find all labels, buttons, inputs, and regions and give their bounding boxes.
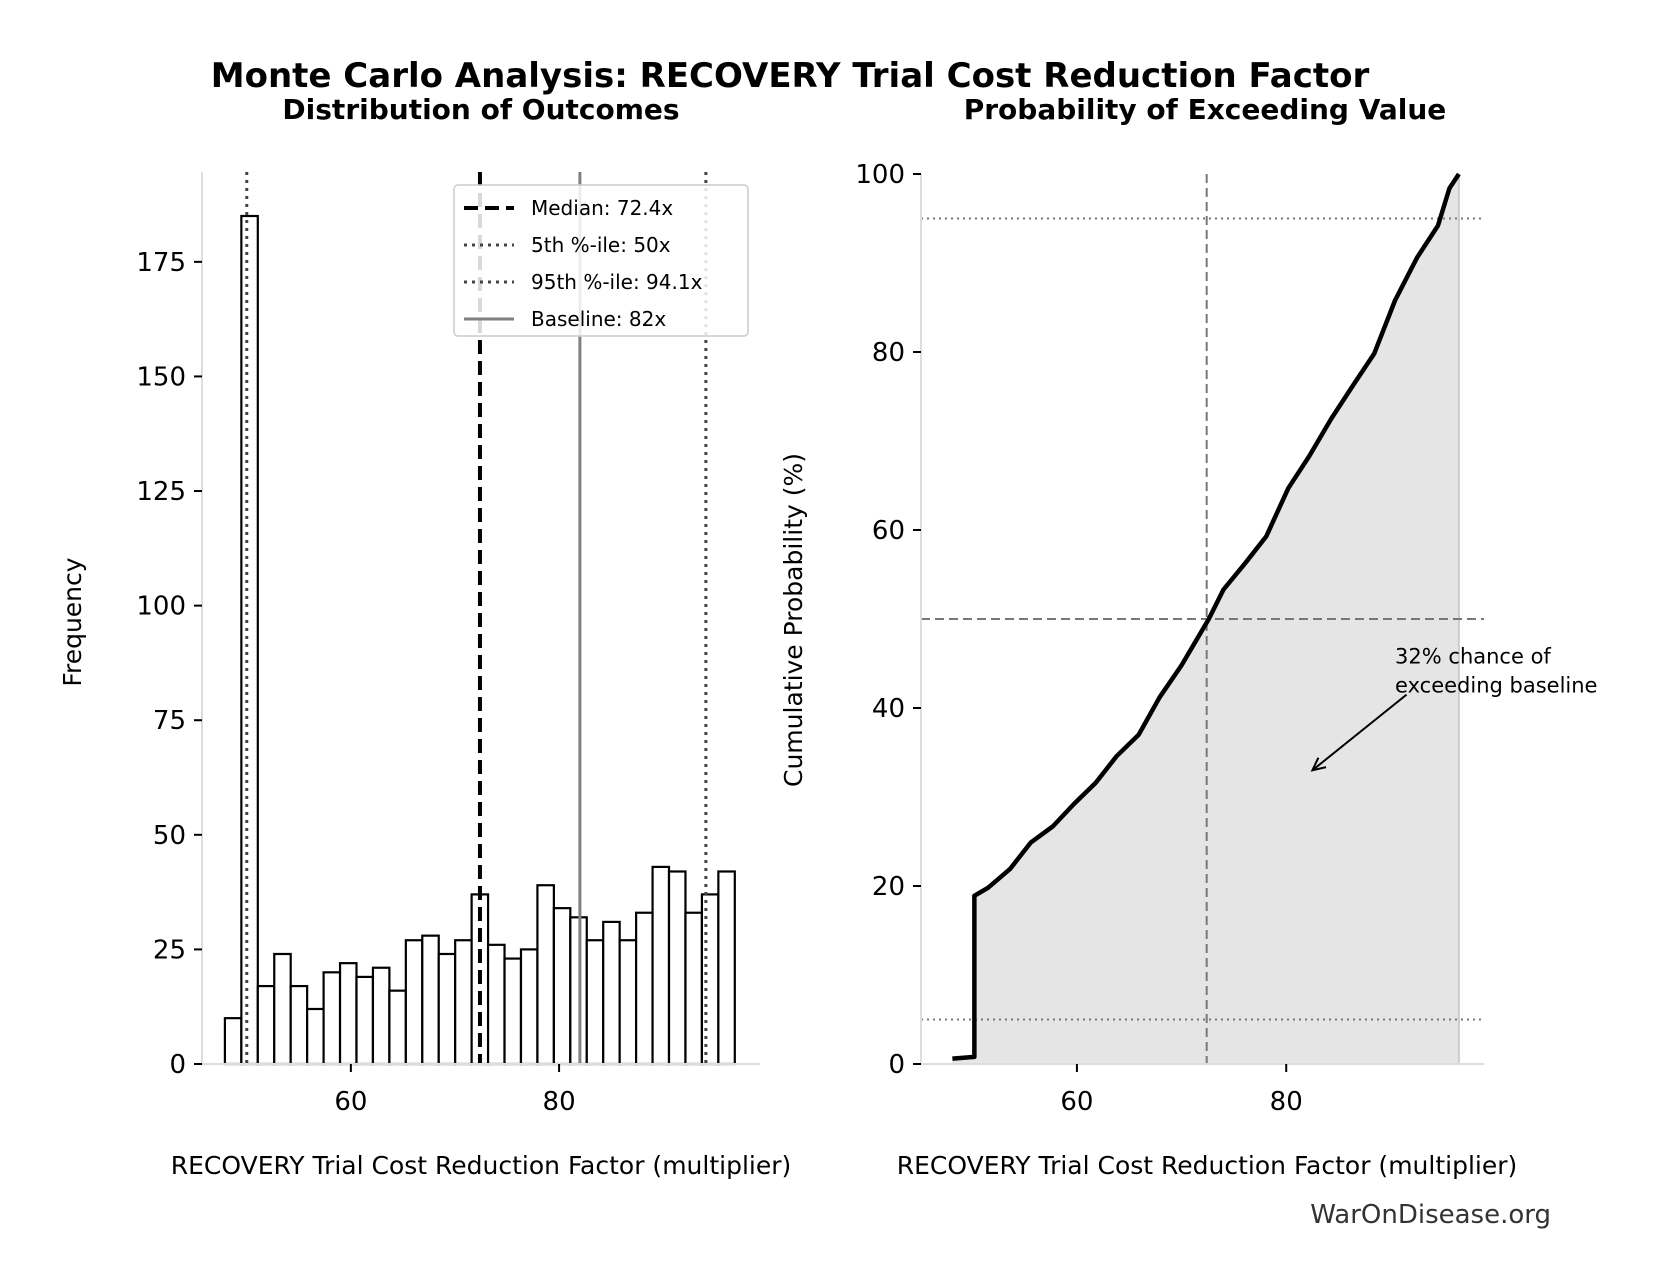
histogram-bar bbox=[273, 952, 292, 1066]
histogram-bar bbox=[223, 1017, 243, 1066]
histogram-bar bbox=[667, 870, 687, 1066]
histogram-bar bbox=[684, 911, 704, 1066]
legend-label: Baseline: 82x bbox=[531, 307, 666, 331]
y-tick-label: 175 bbox=[136, 248, 186, 278]
cdf-fill-area bbox=[952, 174, 1459, 1064]
legend-label: 95th %-ile: 94.1x bbox=[531, 270, 703, 294]
histogram-bar bbox=[454, 939, 473, 1066]
left-y-axis-label: Frequency bbox=[58, 557, 87, 686]
y-tick-label: 20 bbox=[872, 872, 905, 902]
y-tick-label: 80 bbox=[872, 338, 905, 368]
right-x-axis-label: RECOVERY Trial Cost Reduction Factor (mu… bbox=[897, 1151, 1518, 1180]
annotation-arrow bbox=[1311, 693, 1408, 772]
histogram-bar bbox=[256, 984, 276, 1066]
histogram-bar bbox=[388, 989, 407, 1066]
y-tick-label: 150 bbox=[136, 362, 186, 392]
y-tick-label: 0 bbox=[888, 1050, 905, 1080]
x-tick-label: 60 bbox=[334, 1087, 367, 1117]
x-tick-label: 80 bbox=[543, 1087, 576, 1117]
histogram-bar bbox=[371, 966, 391, 1066]
y-tick-label: 100 bbox=[136, 592, 186, 622]
annotation-text: exceeding baseline bbox=[1395, 674, 1597, 698]
histogram-bar bbox=[437, 952, 457, 1066]
cdf-line bbox=[952, 172, 1461, 1061]
y-tick-label: 50 bbox=[153, 821, 186, 851]
y-tick-label: 60 bbox=[872, 516, 905, 546]
right-subtitle: Probability of Exceeding Value bbox=[964, 93, 1447, 126]
annotation-text: 32% chance of bbox=[1395, 645, 1551, 669]
histogram-bar bbox=[651, 865, 671, 1066]
histogram-panel: 0 25 50 75 100 125 150 175 60 80 Median: 72.4x 5th … bbox=[136, 172, 760, 1117]
histogram-bar bbox=[404, 939, 424, 1066]
histogram-bar bbox=[519, 948, 539, 1066]
legend-label: Median: 72.4x bbox=[531, 196, 673, 220]
figure-title: Monte Carlo Analysis: RECOVERY Trial Cos… bbox=[211, 56, 1370, 96]
y-tick-label: 40 bbox=[872, 694, 905, 724]
y-tick-label: 125 bbox=[136, 477, 186, 507]
y-tick-label: 25 bbox=[153, 935, 186, 965]
histogram-bar bbox=[240, 214, 259, 1066]
y-tick-label: 0 bbox=[169, 1050, 186, 1080]
right-y-axis-label: Cumulative Probability (%) bbox=[779, 453, 808, 787]
legend: Median: 72.4x 5th %-ile: 50x 95th %-ile: 9… bbox=[453, 184, 749, 337]
histogram-bar bbox=[306, 1007, 325, 1066]
y-tick-label: 75 bbox=[153, 706, 186, 736]
cdf-panel: 0 20 40 60 80 100 60 80 32% chance of exceeding b… bbox=[855, 160, 1597, 1117]
watermark: WarOnDisease.org bbox=[1310, 1200, 1551, 1230]
y-tick-label: 100 bbox=[855, 160, 905, 190]
arrow-head-icon bbox=[1310, 757, 1327, 772]
histogram-bar bbox=[338, 962, 358, 1066]
histogram-bar bbox=[635, 911, 654, 1066]
x-tick-label: 80 bbox=[1270, 1087, 1303, 1117]
histogram-bar bbox=[585, 939, 605, 1066]
histogram-bar bbox=[717, 870, 736, 1066]
left-subtitle: Distribution of Outcomes bbox=[282, 93, 679, 126]
histogram-bar bbox=[421, 934, 440, 1066]
legend-label: 5th %-ile: 50x bbox=[531, 233, 671, 257]
histogram-bar bbox=[602, 920, 621, 1066]
histogram-bar bbox=[289, 984, 309, 1066]
histogram-bar bbox=[618, 939, 638, 1066]
histogram-bar bbox=[536, 884, 555, 1066]
legend-box bbox=[453, 184, 749, 337]
histogram-bar bbox=[355, 975, 375, 1066]
x-tick-label: 60 bbox=[1060, 1087, 1093, 1117]
histogram-bar bbox=[503, 957, 523, 1066]
left-x-axis-label: RECOVERY Trial Cost Reduction Factor (mu… bbox=[171, 1151, 792, 1180]
histogram-bar bbox=[322, 971, 342, 1066]
histogram-bar bbox=[552, 907, 572, 1066]
histogram-bar bbox=[486, 943, 506, 1066]
